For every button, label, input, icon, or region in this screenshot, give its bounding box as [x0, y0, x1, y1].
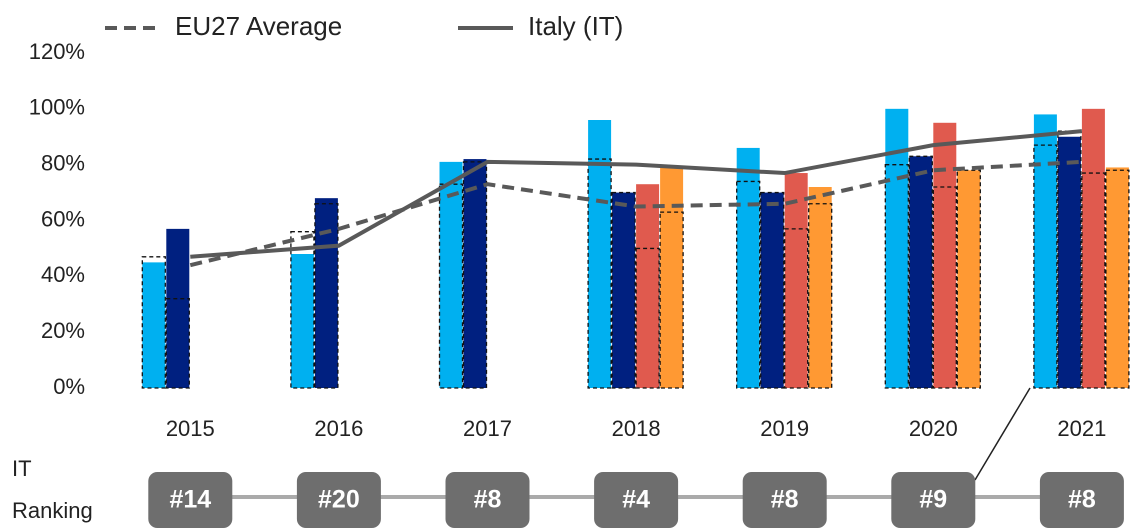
eu-bar-outline — [736, 180, 761, 389]
eu-bar-outline — [760, 191, 785, 389]
eu-bar-outline — [1105, 169, 1130, 389]
x-tick-label: 2017 — [463, 416, 512, 441]
y-tick-label: 0% — [53, 374, 85, 399]
y-tick-label: 40% — [41, 262, 85, 287]
bar — [636, 184, 660, 388]
ranking-value: #14 — [169, 486, 211, 514]
ranking-value: #8 — [771, 486, 799, 514]
eu-bar-outline — [611, 191, 636, 389]
eu-bar-outline — [956, 169, 981, 389]
bar — [166, 228, 190, 388]
x-tick-label: 2021 — [1057, 416, 1106, 441]
eu-bar-outline — [438, 183, 464, 389]
ranking-label: Ranking — [12, 498, 93, 523]
bar — [760, 192, 784, 388]
y-tick-label: 80% — [41, 150, 85, 175]
bar — [142, 262, 166, 388]
bar — [1081, 108, 1105, 388]
x-tick-label: 2020 — [909, 416, 958, 441]
ranking-box — [296, 472, 381, 528]
x-tick-label: 2015 — [166, 416, 215, 441]
bar — [957, 170, 981, 388]
eu-bar-outline — [884, 164, 909, 389]
x-tick-label: 2016 — [314, 416, 363, 441]
ranking-value: #8 — [1068, 486, 1096, 514]
ranking-box — [148, 472, 233, 528]
bar — [588, 120, 612, 388]
x-tick-label: 2018 — [612, 416, 661, 441]
ranking-box — [594, 472, 679, 528]
eu-bar-outline — [635, 247, 660, 389]
eu-bar-outline — [314, 203, 339, 389]
ranking-box — [1039, 472, 1124, 528]
bar — [736, 147, 760, 388]
bar — [439, 161, 463, 388]
x-tick-label: 2019 — [760, 416, 809, 441]
ranking-value: #4 — [622, 486, 650, 514]
eu-bar-outline — [659, 211, 684, 389]
bar — [660, 167, 684, 388]
eu-bar-outline — [808, 203, 833, 389]
ranking-label: IT — [12, 456, 32, 481]
eu-bar-outline — [462, 161, 488, 389]
bar — [1105, 167, 1129, 388]
y-tick-label: 120% — [29, 39, 85, 64]
y-tick-label: 100% — [29, 95, 85, 120]
bar — [933, 122, 957, 389]
ranking-box — [891, 472, 976, 528]
ranking-box — [445, 472, 530, 528]
bar — [612, 192, 636, 388]
line — [190, 129, 1083, 259]
ranking-value: #8 — [474, 486, 502, 514]
bar — [463, 159, 487, 388]
bar — [290, 254, 314, 388]
ranking-value: #20 — [318, 486, 360, 514]
ranking-value: #9 — [919, 486, 947, 514]
callout-line — [974, 387, 1031, 481]
ranking-box — [742, 472, 827, 528]
bar — [1033, 114, 1057, 389]
bar — [909, 156, 933, 388]
bar — [808, 187, 832, 388]
legend-label: Italy (IT) — [528, 11, 623, 41]
eu-bar-outline — [908, 155, 933, 389]
legend-label: EU27 Average — [175, 11, 342, 41]
bar — [784, 173, 808, 388]
y-tick-label: 60% — [41, 206, 85, 231]
eu-bar-outline — [290, 231, 315, 389]
bar — [1057, 136, 1081, 388]
bar — [314, 198, 338, 388]
line — [189, 159, 1083, 268]
y-tick-label: 20% — [41, 318, 85, 343]
